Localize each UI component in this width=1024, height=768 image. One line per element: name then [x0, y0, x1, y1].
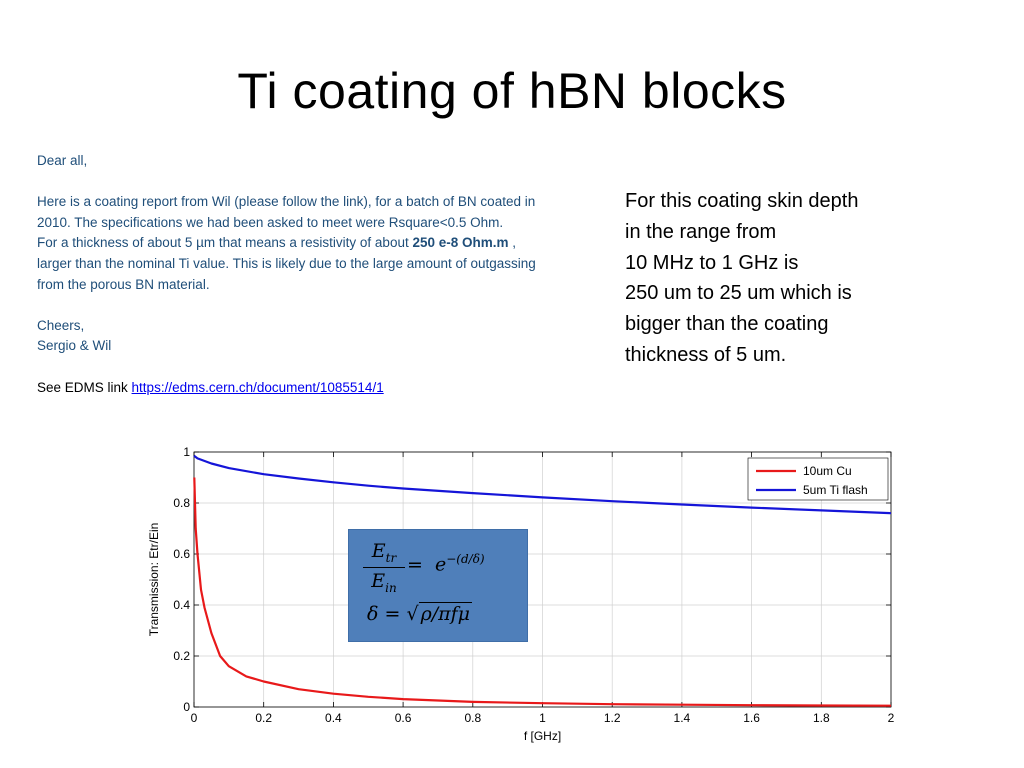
y-tick-label: 0.8 [173, 496, 190, 510]
transmission-chart: 0 0.2 0.4 0.6 0.8 1 1.2 1.4 1.6 1.8 2 0 0.2 0.4 0.6 0.8… [147, 445, 895, 743]
edms-link[interactable]: https://edms.cern.ch/document/1085514/1 [131, 379, 384, 395]
x-tick-label: 0 [191, 711, 198, 725]
edms-label: See EDMS link [37, 379, 132, 395]
sqrt-radicand: ρ/πfμ [418, 602, 473, 625]
x-tick-label: 1.6 [743, 711, 760, 725]
y-tick-label: 0.6 [173, 547, 190, 561]
note-line: For this coating skin depth [625, 190, 859, 212]
numerator: E [371, 540, 386, 562]
numerator-subscript: tr [385, 550, 397, 565]
x-tick-label: 2 [888, 711, 895, 725]
greeting: Dear all, [37, 153, 88, 168]
transmission-fraction: Etr Ein [363, 540, 405, 595]
skin-depth-lhs: δ = [367, 603, 401, 625]
signature: Sergio & Wil [37, 338, 112, 354]
email-text: Dear all, Here is a coating report from … [37, 151, 537, 398]
legend-label: 5um Ti flash [803, 483, 868, 497]
slide-title: Ti coating of hBN blocks [237, 63, 787, 119]
note-line: thickness of 5 um. [625, 343, 787, 366]
equals-sign: = [407, 554, 423, 576]
skin-depth-formula: δ = √ ρ/πfμ [367, 602, 473, 625]
y-tick-label: 0 [183, 700, 190, 714]
y-tick-label: 0.4 [173, 598, 190, 612]
x-tick-label: 1.2 [604, 711, 621, 725]
note-line: bigger than the coating [625, 313, 829, 336]
skin-depth-note: For this coating skin depth in the range… [625, 186, 925, 371]
x-tick-label: 1.8 [813, 711, 830, 725]
resistivity-text-pre: For a thickness of about 5 µm that means… [37, 235, 413, 251]
legend-label: 10um Cu [803, 464, 852, 478]
x-tick-label: 1.4 [674, 711, 691, 725]
x-tick-label: 0.6 [395, 711, 412, 725]
note-line: 10 MHz to 1 GHz is [625, 251, 799, 274]
paragraph-report: Here is a coating report from Wil (pleas… [37, 194, 536, 230]
note-line: in the range from [625, 220, 777, 243]
exp-power: −(d/δ) [446, 552, 485, 566]
y-tick-label: 0.2 [173, 649, 190, 663]
sqrt-symbol: √ [406, 603, 419, 625]
series-line [193, 454, 892, 515]
x-tick-label: 0.2 [255, 711, 272, 725]
y-axis-label: Transmission: Etr/Ein [147, 523, 161, 637]
note-line: 250 um to 25 um which is [625, 282, 852, 305]
resistivity-text-post: , larger than the nominal Ti value. This… [37, 235, 536, 292]
x-axis-label: f [GHz] [524, 729, 561, 743]
series-line [193, 477, 892, 707]
exp-base: e [435, 553, 447, 576]
denominator: E [371, 569, 386, 592]
resistivity-value: 250 e-8 Ohm.m [412, 235, 509, 251]
exponential: e−(d/δ) [435, 552, 485, 575]
paragraph-resistivity: For a thickness of about 5 µm that means… [37, 233, 537, 295]
x-tick-label: 0.4 [325, 711, 342, 725]
denominator-subscript: in [385, 580, 397, 595]
x-tick-label: 1 [539, 711, 546, 725]
legend-box [747, 457, 889, 501]
y-tick-label: 1 [183, 445, 190, 459]
x-tick-label: 0.8 [464, 711, 481, 725]
edms-line: See EDMS link https://edms.cern.ch/docum… [37, 378, 537, 399]
cheers: Cheers, [37, 317, 85, 333]
formula-box: Etr Ein = e−(d/δ) δ = √ ρ/πfμ [348, 529, 528, 642]
